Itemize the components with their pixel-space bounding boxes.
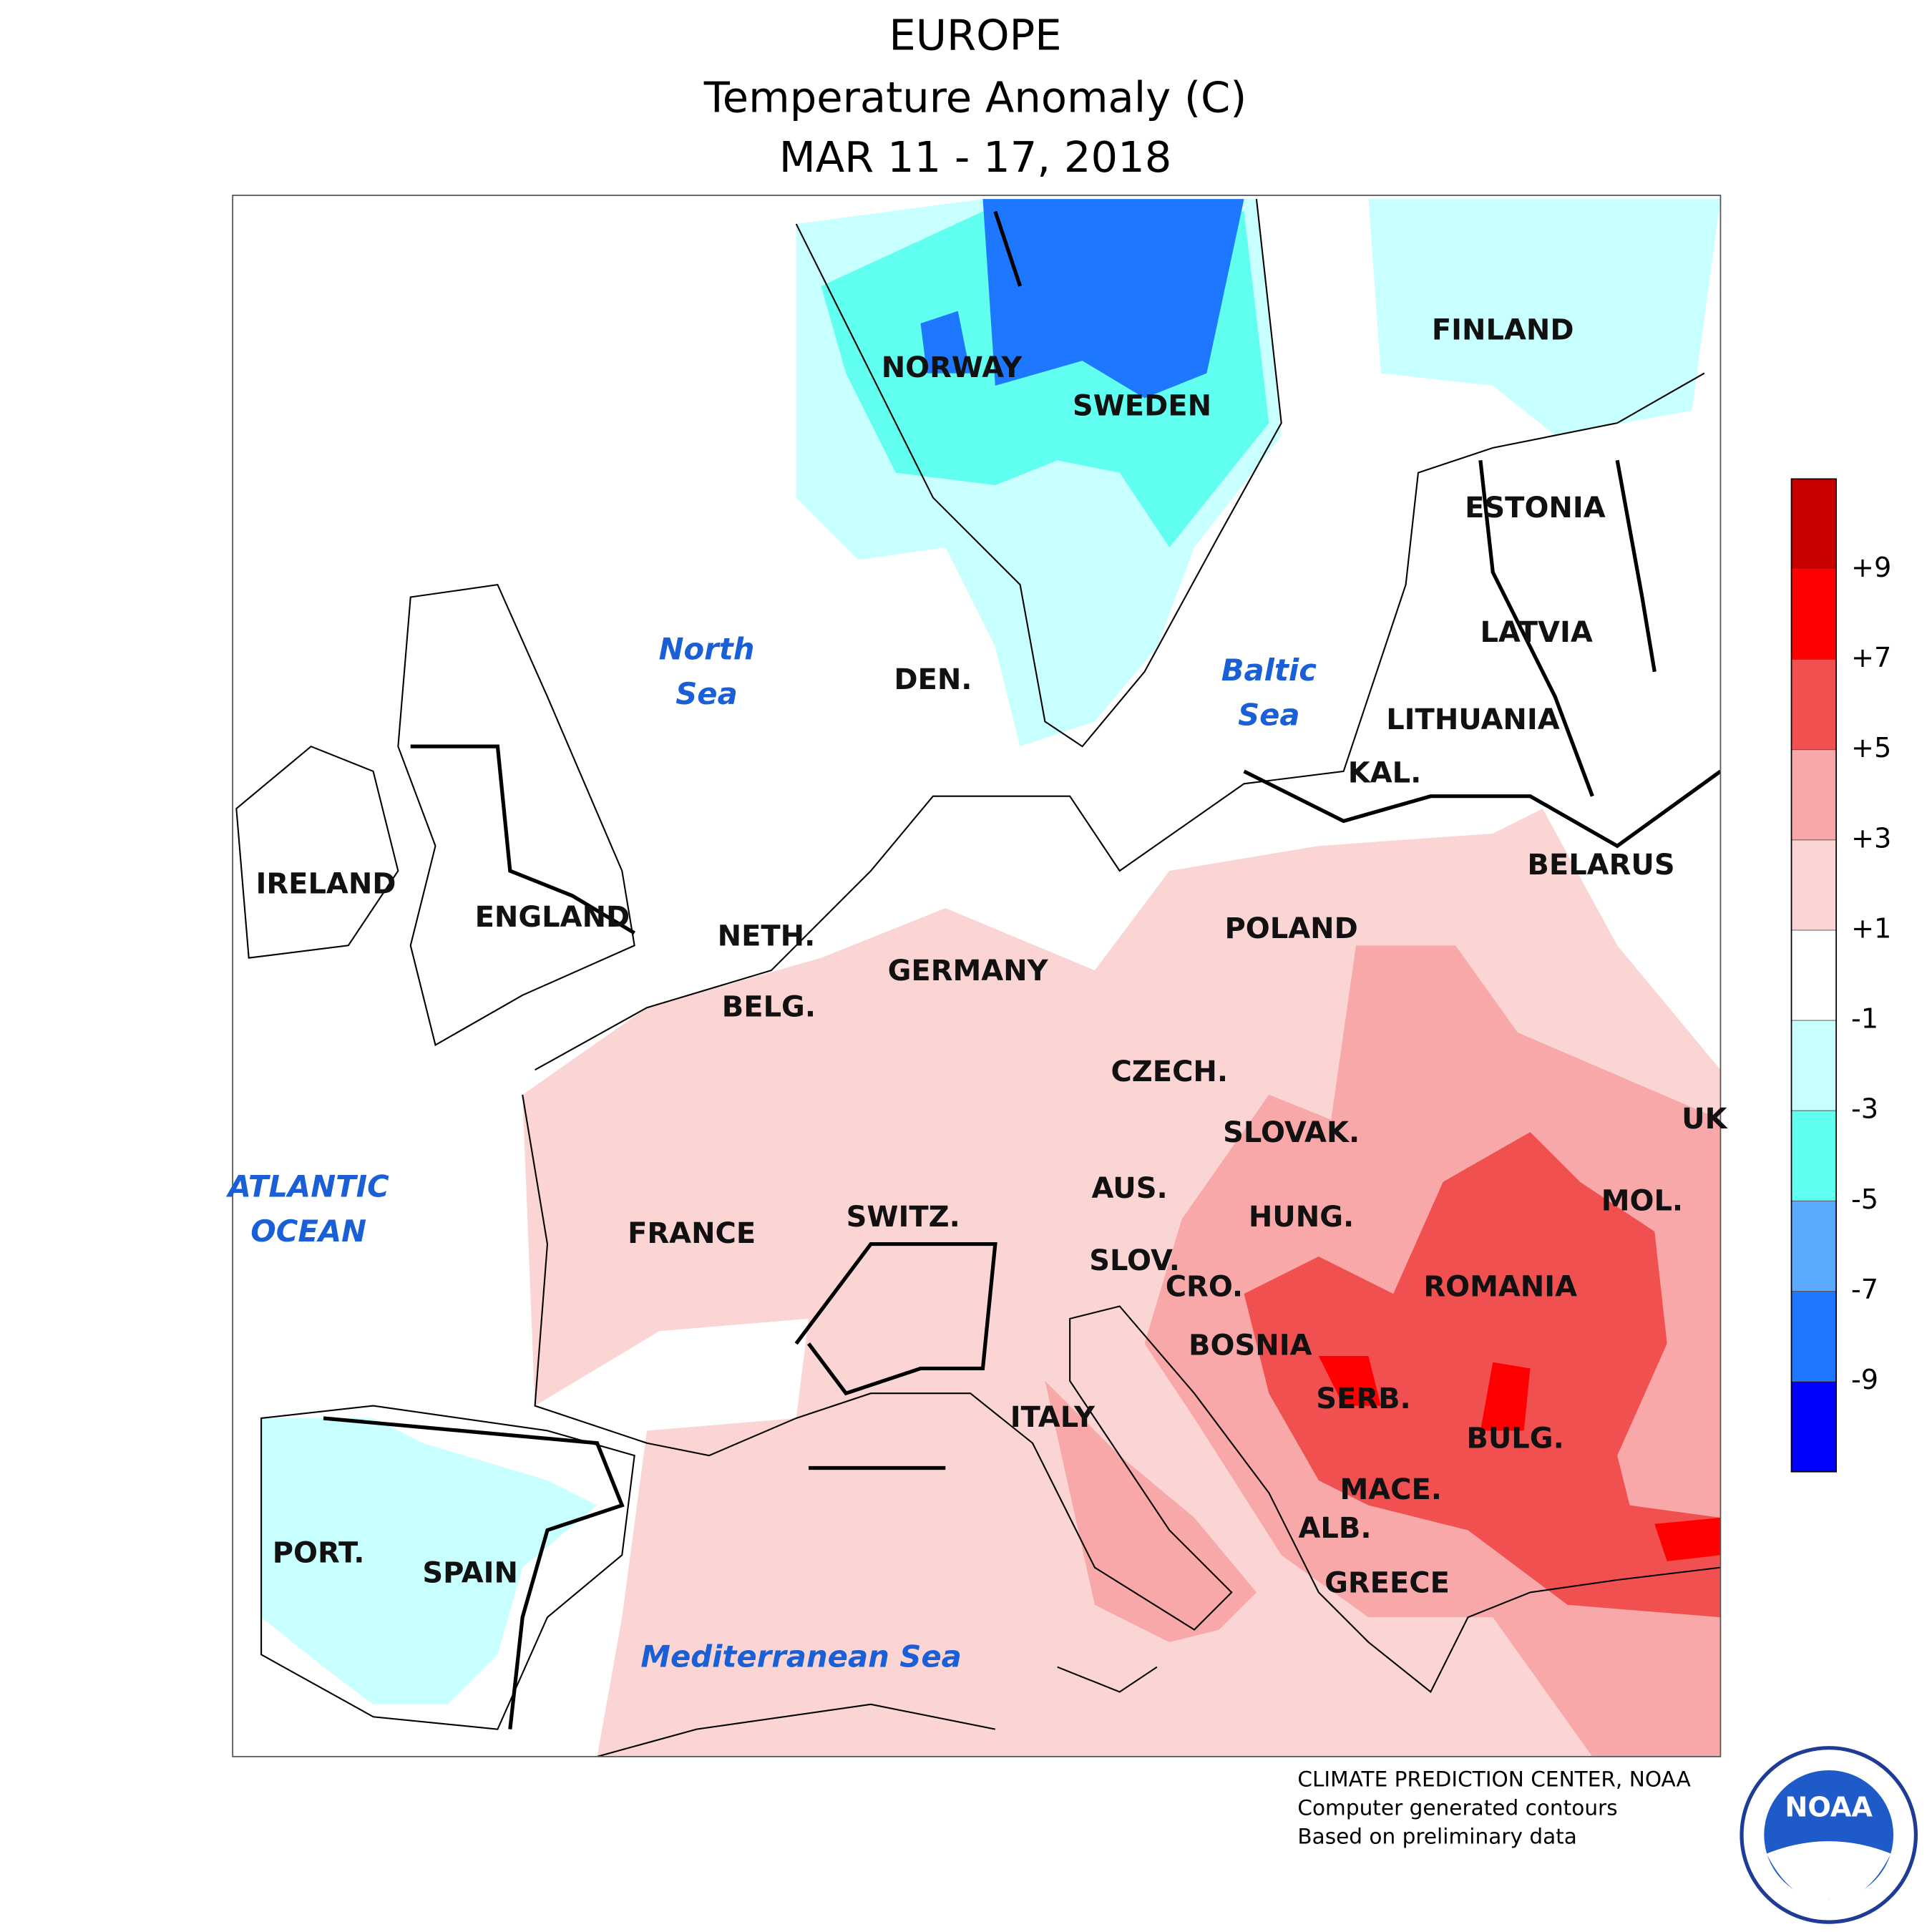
country-label: POLAND xyxy=(1224,912,1357,945)
legend-label: -7 xyxy=(1851,1274,1878,1306)
country-label: ALB. xyxy=(1298,1512,1371,1545)
legend-swatch xyxy=(1791,1291,1837,1382)
title: EUROPE xyxy=(889,11,1061,60)
country-label: LITHUANIA xyxy=(1386,703,1560,736)
legend-swatch xyxy=(1791,930,1837,1021)
country-label: NETH. xyxy=(718,919,816,952)
country-label: ITALY xyxy=(1010,1401,1096,1434)
country-label: UK xyxy=(1682,1103,1728,1136)
water-label: Sea xyxy=(675,676,738,711)
subtitle: Temperature Anomaly (C) xyxy=(703,72,1247,122)
legend-label: +7 xyxy=(1851,643,1891,674)
footer-line: CLIMATE PREDICTION CENTER, NOAA xyxy=(1297,1767,1690,1792)
country-label: ROMANIA xyxy=(1423,1271,1577,1304)
legend-swatch xyxy=(1791,1381,1837,1473)
legend-swatch xyxy=(1791,569,1837,660)
water-label: ATLANTIC xyxy=(226,1169,390,1204)
legend: +9 +7 +5 +3 +1 -1 -3 -5 -7 -9 xyxy=(1790,478,1891,1473)
legend-swatch xyxy=(1791,1020,1837,1111)
legend-swatch xyxy=(1791,839,1837,931)
country-label: SERB. xyxy=(1316,1382,1411,1415)
legend-label: +5 xyxy=(1851,733,1891,764)
legend-swatch xyxy=(1791,1200,1837,1292)
footer-line: Based on preliminary data xyxy=(1297,1825,1577,1849)
legend-swatch xyxy=(1791,1110,1837,1201)
country-label: GREECE xyxy=(1324,1566,1450,1599)
footer: CLIMATE PREDICTION CENTER, NOAA Computer … xyxy=(1297,1767,1690,1849)
country-label: KAL. xyxy=(1348,757,1422,790)
country-label: FRANCE xyxy=(628,1217,756,1250)
country-label: FINLAND xyxy=(1432,314,1574,347)
logo-text: NOAA xyxy=(1785,1792,1873,1823)
legend-label: -9 xyxy=(1851,1365,1878,1396)
country-label: CRO. xyxy=(1166,1271,1243,1304)
water-label: Sea xyxy=(1238,698,1299,733)
noaa-logo: NOAA xyxy=(1740,1746,1918,1924)
period: MAR 11 - 17, 2018 xyxy=(779,132,1172,182)
legend-label: +1 xyxy=(1851,913,1891,945)
country-label: BELG. xyxy=(722,990,816,1023)
country-label: BULG. xyxy=(1466,1423,1563,1455)
country-label: BELARUS xyxy=(1527,849,1674,882)
country-label: SLOVAK. xyxy=(1223,1116,1360,1149)
legend-swatch xyxy=(1791,749,1837,841)
legend-label: -3 xyxy=(1851,1094,1878,1126)
country-label: ESTONIA xyxy=(1465,492,1606,525)
legend-swatch xyxy=(1791,478,1837,570)
country-label: DEN. xyxy=(894,663,972,696)
legend-label: -1 xyxy=(1851,1004,1878,1035)
country-label: MOL. xyxy=(1601,1185,1683,1218)
country-label: NORWAY xyxy=(882,351,1023,384)
country-label: HUNG. xyxy=(1249,1201,1354,1234)
country-label: CZECH. xyxy=(1111,1055,1228,1088)
legend-label: -5 xyxy=(1851,1184,1878,1216)
country-label: MACE. xyxy=(1340,1473,1442,1506)
water-label: Baltic xyxy=(1221,653,1317,688)
country-label: BOSNIA xyxy=(1189,1329,1312,1362)
map: NORWAY SWEDEN FINLAND ESTONIA LATVIA LITHUANI… xyxy=(226,195,1729,1757)
country-label: SWITZ. xyxy=(847,1201,960,1234)
water-label: Mediterranean Sea xyxy=(640,1639,961,1674)
country-label: ENGLAND xyxy=(475,901,630,934)
water-label: North xyxy=(659,631,755,666)
country-label: PORT. xyxy=(273,1537,365,1570)
country-label: SWEDEN xyxy=(1073,390,1211,423)
country-label: SPAIN xyxy=(422,1556,518,1589)
country-label: IRELAND xyxy=(256,867,396,900)
country-label: LATVIA xyxy=(1480,616,1592,649)
legend-swatch xyxy=(1791,659,1837,751)
country-label: AUS. xyxy=(1092,1172,1168,1205)
legend-label: +9 xyxy=(1851,552,1891,584)
legend-frame xyxy=(1790,478,1837,1473)
country-label: SLOV. xyxy=(1089,1244,1180,1277)
country-label: GERMANY xyxy=(888,955,1049,987)
water-label: OCEAN xyxy=(250,1214,366,1249)
legend-label: +3 xyxy=(1851,823,1891,854)
footer-line: Computer generated contours xyxy=(1297,1796,1617,1820)
